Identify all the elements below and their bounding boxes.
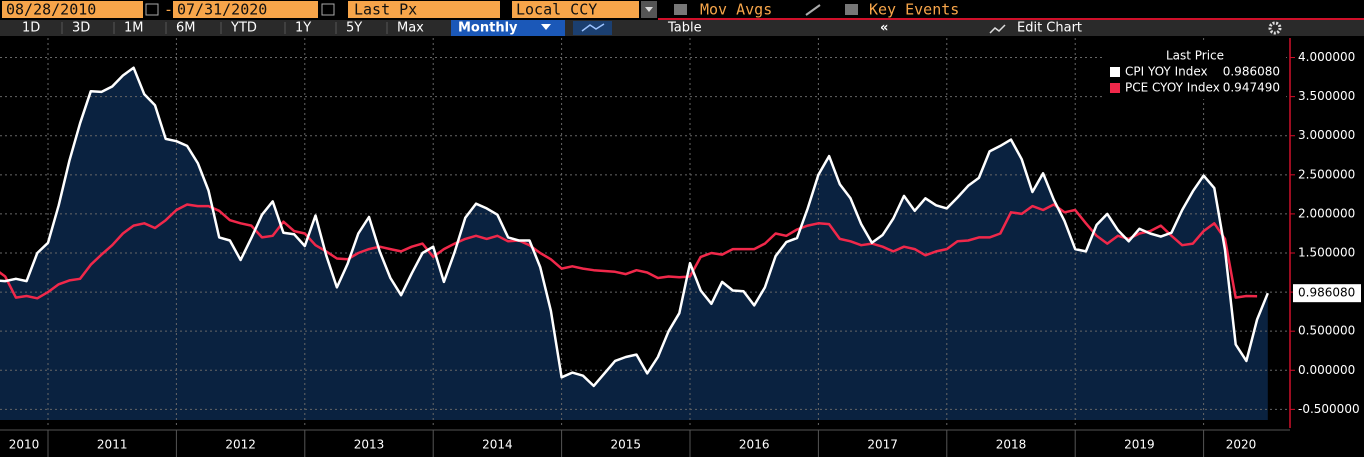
key-events[interactable]: Key Events: [869, 1, 959, 19]
legend-title: Last Price: [1166, 49, 1224, 63]
range-button[interactable]: 1Y: [295, 21, 311, 36]
edit-chart-icon: [989, 24, 1006, 34]
y-tick-label: 2.000000: [1298, 206, 1355, 220]
x-axis-strip: [0, 430, 1290, 457]
key-events-checkbox[interactable]: [845, 4, 858, 15]
y-tick-label: 1.500000: [1298, 246, 1355, 260]
mov-avgs[interactable]: Mov Avgs: [700, 1, 772, 19]
mov-avgs-checkbox[interactable]: [674, 4, 687, 15]
y-tick-label: 3.500000: [1298, 89, 1355, 103]
legend: [1103, 41, 1286, 99]
x-tick-label: 2010: [9, 438, 40, 452]
chart-type-icon: [581, 23, 605, 32]
field[interactable]: Last Px: [354, 1, 417, 19]
x-tick-label: 2011: [97, 438, 128, 452]
range-button[interactable]: 5Y: [346, 21, 362, 36]
range-button[interactable]: 1M: [124, 21, 144, 36]
legend-label: CPI YOY Index: [1125, 65, 1208, 79]
y-tick-label: 4.000000: [1298, 50, 1355, 64]
series-line: [0, 203, 1258, 300]
chart-type-button[interactable]: [573, 21, 612, 35]
y-tick-label: 0.500000: [1298, 324, 1355, 338]
start-date-field[interactable]: [2, 1, 143, 18]
dropdown-arrow: [541, 24, 551, 30]
x-tick-label: 2016: [739, 438, 770, 452]
legend-value: 0.986080: [1223, 65, 1280, 79]
x-tick-label: 2013: [354, 438, 385, 452]
legend-label: PCE CYOY Index: [1125, 81, 1220, 95]
dropdown-arrow: [645, 7, 653, 12]
range-button[interactable]: Max: [397, 21, 424, 36]
start-date[interactable]: 08/28/2010: [6, 1, 96, 19]
table-button[interactable]: Table: [667, 21, 702, 36]
range-buttons: 1D 3D 1M 6M YTD 1Y 5Y Max: [22, 21, 424, 36]
range-button[interactable]: 1D: [22, 21, 40, 36]
x-tick-label: 2019: [1124, 438, 1155, 452]
last-price-marker: [1293, 284, 1361, 303]
x-tick-label: 2012: [225, 438, 256, 452]
end-date[interactable]: 07/31/2020: [177, 1, 267, 19]
legend-swatch: [1110, 67, 1120, 77]
x-tick-label: 2014: [482, 438, 513, 452]
edit-chart-button[interactable]: Edit Chart: [1017, 21, 1082, 36]
currency[interactable]: Local CCY: [516, 1, 597, 19]
pencil-icon[interactable]: [805, 4, 821, 16]
settings-icon[interactable]: [1268, 21, 1282, 35]
x-tick-label: 2017: [867, 438, 898, 452]
date-separator: -: [164, 1, 173, 19]
y-tick-label: 3.000000: [1298, 128, 1355, 142]
end-date-field[interactable]: [173, 1, 318, 18]
last-price-marker-label: 0.986080: [1298, 286, 1355, 300]
period-select[interactable]: [451, 20, 565, 36]
overlay: -0.5000000.0000000.5000001.0000001.50000…: [9, 41, 1361, 457]
range-button[interactable]: 6M: [176, 21, 196, 36]
field-select[interactable]: [348, 1, 500, 18]
legend-swatch: [1110, 83, 1120, 93]
y-tick-label: 2.500000: [1298, 167, 1355, 181]
period[interactable]: Monthly: [458, 21, 518, 36]
y-tick-label: -0.500000: [1298, 402, 1360, 416]
toolbar-row: [0, 20, 1364, 36]
currency-select[interactable]: [512, 1, 639, 18]
x-tick-label: 2018: [996, 438, 1027, 452]
y-tick-label: 0.000000: [1298, 363, 1355, 377]
x-tick-label: 2020: [1226, 438, 1257, 452]
calendar-icon[interactable]: [321, 3, 335, 16]
plot-area: [0, 38, 1290, 428]
range-button[interactable]: YTD: [230, 21, 257, 36]
legend-value: 0.947490: [1223, 81, 1280, 95]
x-tick-label: 2015: [611, 438, 642, 452]
collapse-button[interactable]: «: [880, 21, 888, 36]
area: [0, 67, 1268, 420]
calendar-icon[interactable]: [145, 3, 159, 16]
series-line: [0, 66, 1269, 388]
range-button[interactable]: 3D: [72, 21, 90, 36]
